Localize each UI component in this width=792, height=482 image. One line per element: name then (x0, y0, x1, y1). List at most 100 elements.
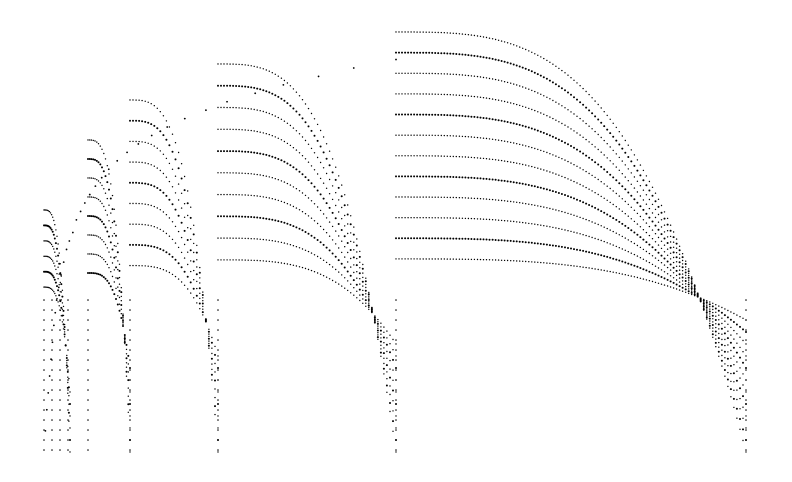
curve-dot (657, 221, 660, 223)
curve-dot (341, 240, 343, 242)
curve-dot (594, 206, 597, 209)
curve-dot (343, 266, 346, 269)
data-point (48, 375, 51, 377)
curve-dot (552, 262, 554, 265)
curve-dot (280, 97, 283, 100)
curve-dot (156, 147, 158, 149)
curve-dot (437, 52, 440, 55)
column-dot (129, 309, 131, 311)
curve-dot (274, 115, 276, 117)
column-dot (745, 369, 747, 371)
curve-dot (443, 175, 446, 178)
curve-dot (310, 269, 313, 272)
curve-dot (597, 238, 599, 241)
curve-dot (56, 285, 58, 288)
curve-dot (509, 62, 512, 65)
curve-dot (531, 108, 533, 111)
curve-dot (660, 233, 663, 236)
column-dot (129, 359, 131, 361)
curve-dot (135, 161, 137, 163)
curve-dot (247, 194, 249, 196)
column-dot (59, 359, 61, 361)
curve-dot (359, 283, 361, 285)
curve-dot (449, 32, 451, 34)
curve-dot (168, 217, 171, 219)
curve-dot (229, 172, 231, 174)
curve-dot (443, 258, 445, 260)
curve-dot (630, 194, 633, 197)
curve-dot (461, 74, 464, 76)
curve-dot (642, 179, 645, 182)
curve-dot (159, 209, 161, 211)
curve-dot (714, 341, 717, 344)
curve-dot (446, 52, 449, 55)
curve-dot (187, 263, 189, 266)
curve-dot (386, 391, 388, 393)
curve-dot (410, 31, 412, 33)
curve-dot (132, 243, 134, 246)
curve-dot (657, 236, 660, 239)
curve-dot (55, 295, 57, 297)
curve-dot (220, 172, 222, 174)
curve-dot (431, 196, 433, 198)
curve-dot (724, 375, 726, 377)
curve-dot (419, 175, 422, 178)
curve-dot (47, 256, 49, 258)
curve-dot (525, 48, 527, 51)
curve-dot (138, 223, 140, 225)
data-point (166, 126, 169, 128)
curve-dot (395, 427, 397, 429)
curve-dot (262, 174, 264, 177)
curve-dot (392, 349, 394, 351)
curve-dot (359, 261, 361, 263)
curve-dot (742, 361, 744, 364)
curve-dot (422, 113, 425, 116)
curve-dot (69, 415, 71, 417)
curve-dot (642, 248, 645, 251)
curve-dot (672, 272, 675, 274)
curve-dot (627, 144, 629, 146)
curve-dot (319, 273, 322, 275)
curve-dot (672, 246, 675, 248)
curve-dot (156, 167, 158, 169)
curve-dot (57, 266, 59, 268)
curve-dot (669, 252, 672, 254)
curve-dot (440, 258, 442, 260)
curve-dot (642, 199, 645, 201)
curve-dot (685, 285, 687, 288)
curve-dot (703, 301, 705, 304)
curve-dot (567, 247, 569, 249)
curve-dot (111, 275, 114, 278)
curve-dot (576, 82, 578, 84)
curve-dot (567, 160, 569, 163)
curve-dot (609, 229, 611, 231)
curve-dot (404, 155, 406, 157)
curve-dot (702, 305, 705, 308)
curve-dot (199, 266, 201, 269)
curve-dot (497, 179, 500, 182)
curve-dot (235, 85, 238, 87)
curve-dot (210, 341, 213, 344)
column-dot (87, 439, 89, 441)
curve-dot (310, 252, 313, 254)
curve-dot (516, 84, 518, 86)
curve-dot (503, 160, 506, 162)
curve-dot (90, 177, 93, 179)
curve-dot (461, 114, 464, 117)
curve-dot (651, 246, 654, 249)
curve-dot (358, 272, 361, 275)
curve-dot (352, 256, 355, 259)
curve-dot (89, 196, 91, 198)
curve-dot (280, 180, 283, 182)
curve-dot (669, 269, 672, 271)
curve-dot (301, 173, 304, 176)
curve-dot (503, 200, 506, 202)
curve-dot (434, 31, 436, 34)
curve-dot (95, 159, 98, 162)
curve-dot (669, 241, 672, 243)
column-dot (395, 389, 397, 391)
curve-dot (609, 187, 611, 190)
curve-dot (730, 396, 732, 398)
curve-dot (90, 158, 93, 161)
curve-dot (401, 196, 403, 198)
